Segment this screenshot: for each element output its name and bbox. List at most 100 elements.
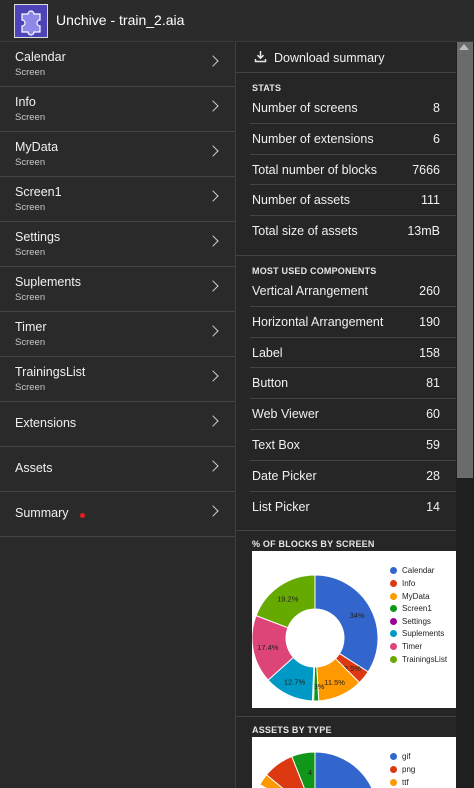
sidebar-item-type: Screen (15, 157, 46, 168)
slice-label: 17.4% (257, 643, 279, 652)
stat-row: Total size of assets 13mB (250, 216, 456, 247)
component-count: 59 (426, 437, 440, 452)
chevron-right-icon (207, 280, 219, 292)
sidebar-item-type: Screen (15, 247, 46, 258)
component-label: Web Viewer (252, 407, 319, 422)
legend-swatch (390, 753, 397, 761)
component-row: Vertical Arrangement 260 (250, 276, 456, 307)
stat-value: 13mB (407, 224, 440, 239)
component-count: 81 (426, 376, 440, 391)
sidebar-item-label: TrainingsList (15, 365, 86, 379)
sidebar-item-label: Screen1 (15, 185, 62, 199)
legend-swatch (390, 579, 397, 587)
stat-row: Number of assets 111 (250, 185, 456, 217)
component-row: Web Viewer 60 (250, 399, 456, 430)
slice-label: 34% (350, 611, 365, 620)
sidebar-item-label: Assets (15, 461, 53, 475)
component-label: Date Picker (252, 468, 317, 483)
legend-swatch (390, 778, 397, 786)
sidebar-item-label: MyData (15, 140, 59, 154)
component-count: 260 (419, 283, 440, 298)
component-label: Text Box (252, 437, 300, 452)
puzzle-icon (14, 4, 48, 38)
sidebar-item-summary[interactable]: Summary (0, 492, 235, 537)
download-icon (254, 50, 267, 68)
stat-label: Number of screens (252, 101, 358, 115)
chevron-right-icon (207, 100, 219, 112)
section-divider (236, 247, 456, 256)
scrollbar-thumb[interactable] (457, 42, 473, 478)
sidebar-item-type: Screen (15, 202, 46, 213)
sidebar-item-settings[interactable]: Settings Screen (0, 222, 235, 267)
component-label: List Picker (252, 499, 310, 514)
section-divider (236, 522, 456, 532)
sidebar-item-label: Settings (15, 230, 61, 244)
stat-value: 111 (420, 193, 440, 208)
sidebar-item-mydata[interactable]: MyData Screen (0, 132, 235, 177)
stat-value: 6 (433, 131, 440, 146)
slice-label: 11.5% (324, 678, 345, 687)
stat-row: Total number of blocks 7666 (250, 155, 456, 186)
sidebar-item-trainingslist[interactable]: TrainingsList Screen (0, 357, 235, 402)
chevron-right-icon (207, 505, 219, 517)
slice-label: 1.3% (307, 682, 324, 691)
assets-chart-title: ASSETS BY TYPE (252, 725, 332, 736)
component-row: Button 81 (250, 368, 456, 400)
chevron-right-icon (207, 145, 219, 157)
legend-label: Settings (402, 616, 431, 626)
sidebar-item-label: Suplements (15, 275, 82, 289)
legend-label: Info (402, 578, 416, 588)
sidebar-item-type: Screen (15, 67, 46, 78)
sidebar-item-label: Calendar (15, 50, 66, 64)
sidebar-item-type: Screen (15, 292, 46, 303)
app-bar: Unchive - train_2.aia (0, 0, 474, 42)
component-label: Horizontal Arrangement (252, 314, 384, 329)
component-count: 158 (419, 345, 440, 360)
stat-row: Number of screens 8 (250, 93, 456, 124)
slice-ttf (259, 774, 283, 788)
chevron-right-icon (207, 370, 219, 382)
slice-trainingslist (255, 574, 316, 629)
component-row: Label 158 (250, 338, 456, 369)
sidebar-item-assets[interactable]: Assets (0, 447, 235, 492)
sidebar-item-type: Screen (15, 112, 46, 123)
legend-swatch (390, 630, 397, 638)
sidebar-item-extensions[interactable]: Extensions (0, 402, 235, 447)
stat-label: Number of extensions (252, 131, 374, 146)
section-divider (236, 708, 456, 718)
assets-by-type-chart: 4 gif png ttf (252, 737, 456, 788)
blocks-by-screen-chart: 34% 3.5% 11.5% 1.3% 12.7% 17.4% 19.2% Calendar… (252, 551, 456, 709)
slice-gif (314, 751, 373, 788)
slice-label: 3.5% (344, 664, 361, 673)
legend-label: Suplements (402, 629, 445, 639)
slice-label: 19.2% (277, 595, 299, 604)
sidebar-item-screen1[interactable]: Screen1 Screen (0, 177, 235, 222)
app-title: Unchive - train_2.aia (56, 12, 185, 28)
sidebar-item-suplements[interactable]: Suplements Screen (0, 267, 235, 312)
assets-pie-svg: 4 (259, 751, 373, 788)
legend-label: Screen1 (402, 604, 432, 614)
chevron-right-icon (207, 235, 219, 247)
component-row: List Picker 14 (250, 492, 456, 523)
stat-row: Number of extensions 6 (250, 124, 456, 155)
chevron-right-icon (207, 325, 219, 337)
scroll-up-arrow-icon[interactable] (459, 44, 469, 50)
blocks-donut-svg: 34% 3.5% 11.5%1.3%12.7% 17.4% 19.2% (252, 574, 379, 702)
legend-label: ttf (402, 777, 409, 787)
slice-label: 12.7% (284, 678, 306, 687)
download-summary-button[interactable]: Download summary (236, 42, 456, 73)
legend-swatch (390, 655, 397, 663)
legend-label: Calendar (402, 566, 435, 576)
component-label: Button (252, 376, 289, 391)
legend-label: Timer (402, 641, 423, 651)
component-count: 14 (426, 499, 440, 514)
component-count: 60 (426, 407, 440, 422)
slice-label: 4 (308, 768, 312, 777)
sidebar-item-calendar[interactable]: Calendar Screen (0, 42, 235, 87)
legend-swatch (390, 765, 397, 773)
slice-calendar (314, 574, 379, 673)
sidebar-item-info[interactable]: Info Screen (0, 87, 235, 132)
stats-section-title: STATS (252, 83, 282, 93)
active-indicator-dot (80, 513, 85, 518)
sidebar-item-timer[interactable]: Timer Screen (0, 312, 235, 357)
